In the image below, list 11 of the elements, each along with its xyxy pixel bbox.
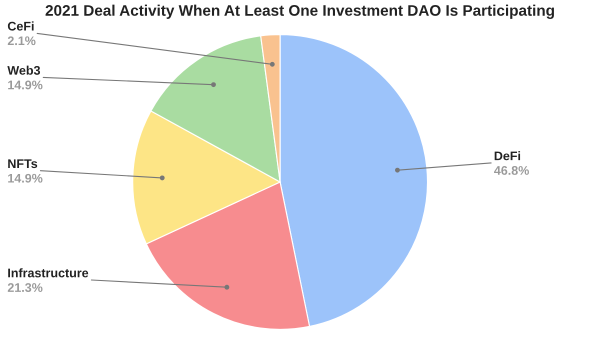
slice-label: NFTs <box>8 159 38 168</box>
data-label: 14.9% <box>8 174 42 183</box>
slice-label: Infrastructure <box>8 268 88 278</box>
data-label: 46.8% <box>494 166 529 175</box>
data-label: 21.3% <box>8 283 42 292</box>
data-label: 2.1% <box>8 36 36 46</box>
slice-label: Web3 <box>7 66 40 75</box>
slice-label: DeFi <box>494 151 520 160</box>
data-label: 14.9% <box>8 80 42 90</box>
chart-title: 2021 Deal Activity When At Least One Investment DAO Is Participating <box>46 4 554 19</box>
slice-label: CeFi <box>8 21 34 31</box>
